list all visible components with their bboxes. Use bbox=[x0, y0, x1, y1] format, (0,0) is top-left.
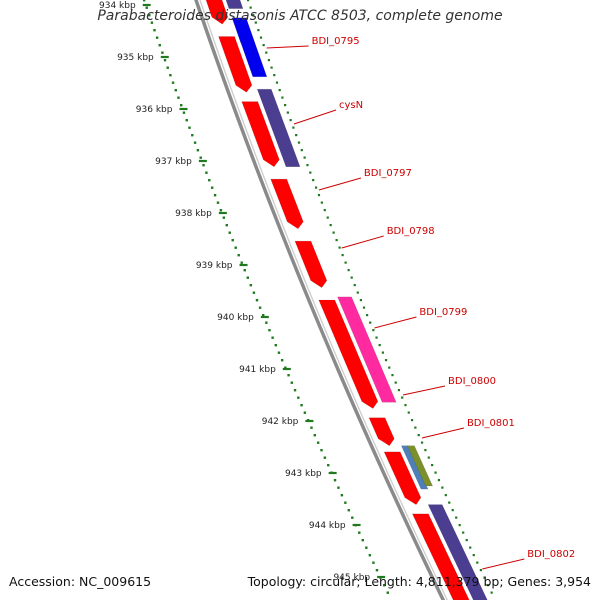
gene-label: BDI_0800 bbox=[448, 376, 496, 387]
gene-label: BDI_0802 bbox=[527, 549, 575, 560]
kbp-ruler: 934 kbp 935 kbp 936 kbp 937 kbp 938 kbp 939 k… bbox=[99, 0, 493, 594]
backbone-inner-line bbox=[199, 0, 448, 600]
feature-block bbox=[400, 445, 429, 490]
ruler-label: 939 kbp bbox=[196, 261, 233, 271]
ruler-label: 942 kbp bbox=[262, 417, 299, 427]
cds-track bbox=[205, 0, 470, 600]
cds-feature bbox=[383, 451, 422, 506]
ruler-label: 938 kbp bbox=[175, 209, 212, 219]
ruler-label: 936 kbp bbox=[136, 105, 173, 115]
ruler-label: 944 kbp bbox=[309, 521, 346, 531]
gene-label: BDI_0799 bbox=[419, 307, 467, 318]
cds-feature bbox=[411, 513, 470, 600]
gene-leader-line bbox=[402, 385, 446, 396]
accession-label: Accession: NC_009615 bbox=[9, 574, 152, 589]
ruler-label: 937 kbp bbox=[155, 157, 192, 167]
feature-track bbox=[225, 0, 488, 600]
gene-leader-line bbox=[341, 235, 384, 249]
feature-block bbox=[337, 296, 397, 403]
cds-feature bbox=[205, 0, 229, 25]
feature-block bbox=[231, 17, 268, 78]
gene-leader-line bbox=[374, 316, 417, 329]
gene-leader-line bbox=[266, 45, 309, 49]
gene-leader-line bbox=[482, 558, 525, 570]
gene-label: cysN bbox=[339, 100, 363, 111]
ruler-label: 941 kbp bbox=[239, 365, 276, 375]
gene-label: BDI_0795 bbox=[312, 36, 360, 47]
cds-feature bbox=[294, 240, 328, 289]
cds-feature bbox=[270, 178, 304, 230]
gene-leader-line bbox=[293, 109, 337, 125]
backbone-outer-line bbox=[194, 0, 446, 600]
ruler-label: 940 kbp bbox=[217, 313, 254, 323]
ruler-label: 934 kbp bbox=[99, 1, 136, 11]
feature-block bbox=[406, 445, 434, 487]
cds-feature bbox=[218, 36, 253, 93]
gene-label: BDI_0797 bbox=[364, 168, 412, 179]
gene-label: BDI_0798 bbox=[387, 226, 435, 237]
genome-stats: Topology: circular; Length: 4,811,379 bp… bbox=[247, 574, 591, 589]
cds-feature bbox=[368, 417, 395, 447]
gene-labels: BDI_0795 cysN BDI_0797 BDI_0798 BDI_0799 BDI_… bbox=[266, 36, 575, 570]
ruler-label: 943 kbp bbox=[285, 469, 322, 479]
feature-block bbox=[427, 504, 488, 600]
gene-leader-line bbox=[421, 427, 465, 439]
gene-leader-line bbox=[318, 177, 362, 191]
cds-feature bbox=[241, 101, 280, 168]
cds-feature bbox=[318, 299, 379, 409]
feature-block bbox=[225, 0, 244, 9]
ruler-label: 945 kbp bbox=[333, 573, 370, 583]
feature-block bbox=[256, 88, 301, 167]
genome-backbone bbox=[194, 0, 448, 600]
map-title: Parabacteroides distasonis ATCC 8503, co… bbox=[97, 8, 503, 24]
ruler-label: 935 kbp bbox=[117, 53, 154, 63]
gene-label: BDI_0801 bbox=[467, 418, 515, 429]
